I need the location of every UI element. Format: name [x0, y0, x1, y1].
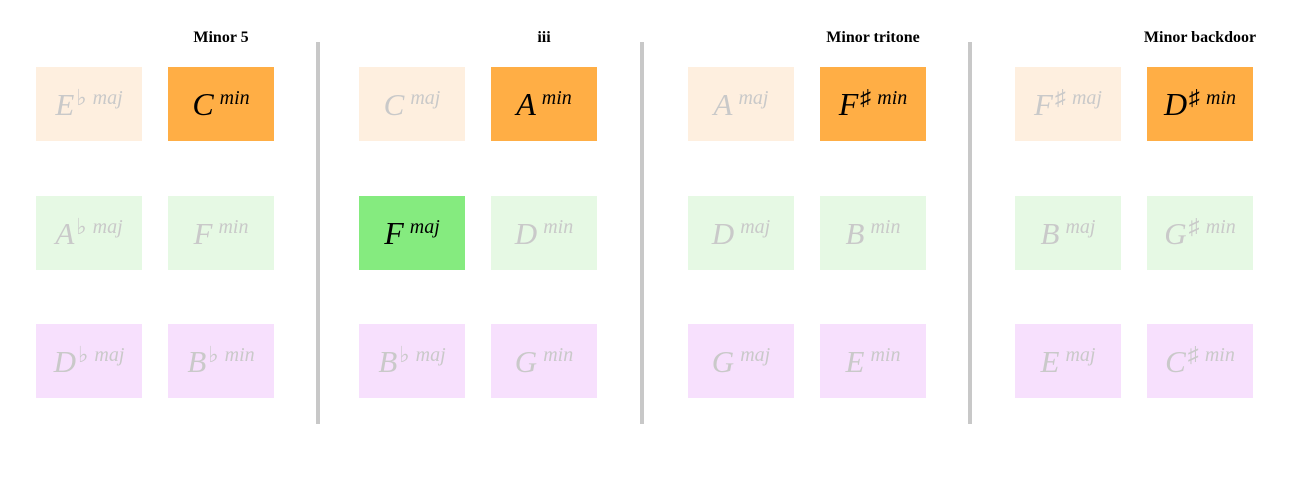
chord-root: D — [514, 215, 538, 251]
sharp-symbol: ♯ — [860, 85, 872, 110]
chord-quality: min — [877, 87, 908, 109]
chord-quality: min — [543, 344, 574, 366]
flat-symbol: ♭ — [78, 342, 89, 367]
chord-root: D — [711, 215, 735, 251]
chord-root: F — [193, 215, 213, 251]
chord-tile[interactable]: E ♭ maj — [36, 67, 142, 141]
chord-root: F — [384, 215, 404, 251]
chord-quality: maj — [410, 87, 441, 109]
chord-root: A — [713, 86, 733, 122]
sharp-symbol: ♯ — [1187, 342, 1199, 367]
panel-divider — [968, 42, 972, 424]
chord-quality: maj — [415, 344, 446, 366]
chord-quality: maj — [92, 216, 123, 238]
chord-quality: min — [1206, 87, 1237, 109]
chord-root: E — [55, 86, 75, 122]
chord-root: A — [55, 215, 75, 251]
chord-root: G — [711, 343, 735, 379]
flat-symbol: ♭ — [76, 214, 87, 239]
chord-tile[interactable]: D ♯ min — [1147, 67, 1253, 141]
flat-symbol: ♭ — [399, 342, 410, 367]
panel-divider — [316, 42, 320, 424]
chord-root: F — [838, 86, 859, 122]
chord-root: C — [192, 86, 214, 122]
chord-quality: maj — [738, 87, 769, 109]
sharp-symbol: ♯ — [1054, 85, 1066, 110]
chord-root: D — [53, 343, 76, 379]
chord-quality: maj — [740, 216, 771, 238]
chord-tile[interactable]: B ♭ maj — [359, 324, 465, 398]
panel-title: iii — [537, 29, 551, 46]
chord-root: G — [514, 343, 538, 379]
panel-title: Minor 5 — [193, 29, 249, 46]
flat-symbol: ♭ — [76, 85, 87, 110]
chord-quality: min — [1205, 216, 1236, 238]
chord-tile[interactable]: B ♭ min — [168, 324, 274, 398]
chord-root: F — [1034, 86, 1053, 122]
chord-root: B — [1040, 215, 1060, 251]
chord-quality: maj — [1065, 216, 1096, 238]
chord-root: C — [1165, 343, 1186, 379]
panel-title: Minor tritone — [826, 29, 920, 46]
chord-tile[interactable]: D ♭ maj — [36, 324, 142, 398]
sharp-symbol: ♯ — [1188, 214, 1200, 239]
chord-root: G — [1164, 215, 1187, 251]
chord-quality: min — [218, 216, 249, 238]
chord-root: E — [845, 343, 865, 379]
chord-tile[interactable]: F ♯ min — [820, 67, 926, 141]
chord-root: B — [378, 343, 398, 379]
chord-quality: min — [224, 344, 255, 366]
chord-tile[interactable]: F ♯ maj — [1015, 67, 1121, 141]
chord-quality: min — [1204, 344, 1235, 366]
panel-title: Minor backdoor — [1143, 29, 1257, 46]
chord-quality: maj — [92, 87, 123, 109]
sharp-symbol: ♯ — [1189, 85, 1201, 110]
chord-quality: maj — [740, 344, 771, 366]
chord-quality: min — [219, 87, 250, 109]
chord-quality: maj — [94, 344, 125, 366]
chord-tile[interactable]: G ♯ min — [1147, 196, 1253, 270]
chord-quality: min — [870, 344, 901, 366]
chord-root: C — [383, 86, 405, 122]
chord-quality: min — [870, 216, 901, 238]
chord-quality: maj — [1065, 344, 1096, 366]
flat-symbol: ♭ — [208, 342, 219, 367]
chord-quality: maj — [409, 216, 440, 238]
chord-quality: min — [541, 87, 572, 109]
chord-root: B — [845, 215, 865, 251]
chord-root: B — [187, 343, 207, 379]
chord-tile[interactable]: C ♯ min — [1147, 324, 1253, 398]
chord-root: A — [516, 86, 536, 122]
panel-divider — [640, 42, 644, 424]
chord-quality: maj — [1071, 87, 1102, 109]
chord-tile[interactable]: A ♭ maj — [36, 196, 142, 270]
chord-quality: min — [543, 216, 574, 238]
chord-root: E — [1040, 343, 1060, 379]
chord-root: D — [1163, 86, 1188, 122]
